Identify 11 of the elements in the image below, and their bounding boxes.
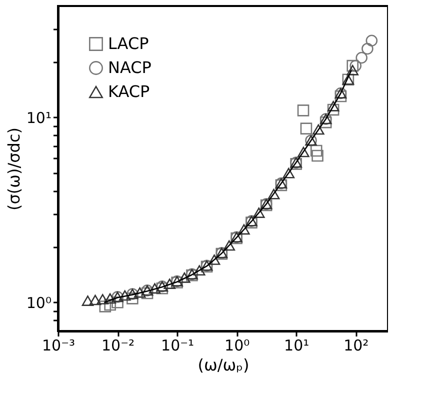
legend-label: NACP [108,58,152,77]
legend-label: KACP [108,82,150,101]
x-tick-label: 10² [344,336,369,354]
y-axis-title: (σ(ω)/σdc) [4,128,24,210]
x-axis-title: (ω/ωₚ) [198,356,250,374]
legend-label: LACP [108,34,150,53]
x-tick-label: 10⁻³ [42,336,76,354]
x-tick-label: 10¹ [284,336,310,354]
x-tick-label: 10⁻² [102,336,135,354]
x-tick-label: 10⁰ [224,336,250,354]
x-tick-label: 10⁻¹ [161,336,194,354]
